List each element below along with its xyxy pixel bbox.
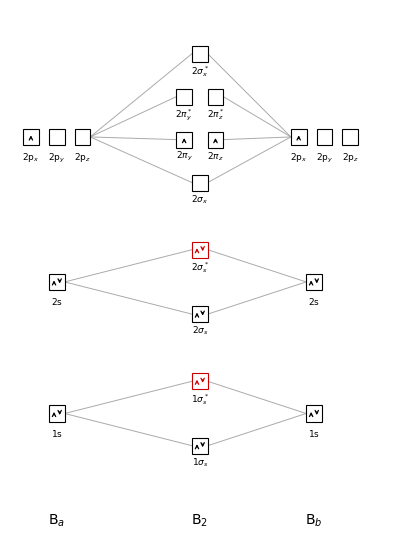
Text: $2\pi_z$: $2\pi_z$ [207, 150, 224, 163]
Bar [342, 129, 358, 145]
Text: $2\sigma_s^*$: $2\sigma_s^*$ [191, 260, 209, 275]
Bar [306, 274, 322, 290]
Text: $2\mathrm{s}$: $2\mathrm{s}$ [308, 296, 320, 307]
Bar [192, 46, 208, 62]
Text: $\mathrm{B}_2$: $\mathrm{B}_2$ [192, 513, 208, 529]
Text: $\mathrm{B}_a$: $\mathrm{B}_a$ [48, 513, 66, 529]
Bar [291, 129, 307, 145]
Bar [192, 438, 208, 454]
Text: $2\pi_y$: $2\pi_y$ [176, 150, 193, 163]
Bar [192, 175, 208, 191]
Text: $2\mathrm{p}_x$: $2\mathrm{p}_x$ [290, 151, 307, 164]
Bar [317, 129, 332, 145]
Text: $1\mathrm{s}$: $1\mathrm{s}$ [51, 428, 63, 439]
Bar [192, 373, 208, 389]
Text: $2\mathrm{p}_y$: $2\mathrm{p}_y$ [48, 151, 66, 164]
Text: $1\sigma_s$: $1\sigma_s$ [192, 456, 208, 469]
Text: $2\pi_z^*$: $2\pi_z^*$ [206, 107, 225, 122]
Bar [49, 129, 65, 145]
Text: $1\sigma_s^*$: $1\sigma_s^*$ [191, 392, 209, 407]
Text: $2\mathrm{p}_z$: $2\mathrm{p}_z$ [342, 151, 359, 164]
Bar [23, 129, 39, 145]
Text: $2\sigma_x$: $2\sigma_x$ [191, 193, 208, 206]
Bar [208, 89, 223, 105]
Text: $2\mathrm{p}_x$: $2\mathrm{p}_x$ [22, 151, 40, 164]
Bar [75, 129, 90, 145]
Bar [49, 405, 65, 422]
Bar [176, 89, 192, 105]
Text: $1\mathrm{s}$: $1\mathrm{s}$ [308, 428, 320, 439]
Text: $2\sigma_s$: $2\sigma_s$ [192, 325, 208, 337]
Text: $2\pi_y^*$: $2\pi_y^*$ [175, 107, 193, 123]
Bar [176, 132, 192, 148]
Text: $2\mathrm{p}_y$: $2\mathrm{p}_y$ [316, 151, 333, 164]
Text: $2\mathrm{p}_z$: $2\mathrm{p}_z$ [74, 151, 91, 164]
Bar [49, 274, 65, 290]
Bar [192, 242, 208, 258]
Text: $2\mathrm{s}$: $2\mathrm{s}$ [51, 296, 63, 307]
Text: $\mathrm{B}_b$: $\mathrm{B}_b$ [305, 513, 323, 529]
Text: $2\sigma_x^*$: $2\sigma_x^*$ [191, 64, 209, 79]
Bar [208, 132, 223, 148]
Bar [192, 306, 208, 322]
Bar [306, 405, 322, 422]
